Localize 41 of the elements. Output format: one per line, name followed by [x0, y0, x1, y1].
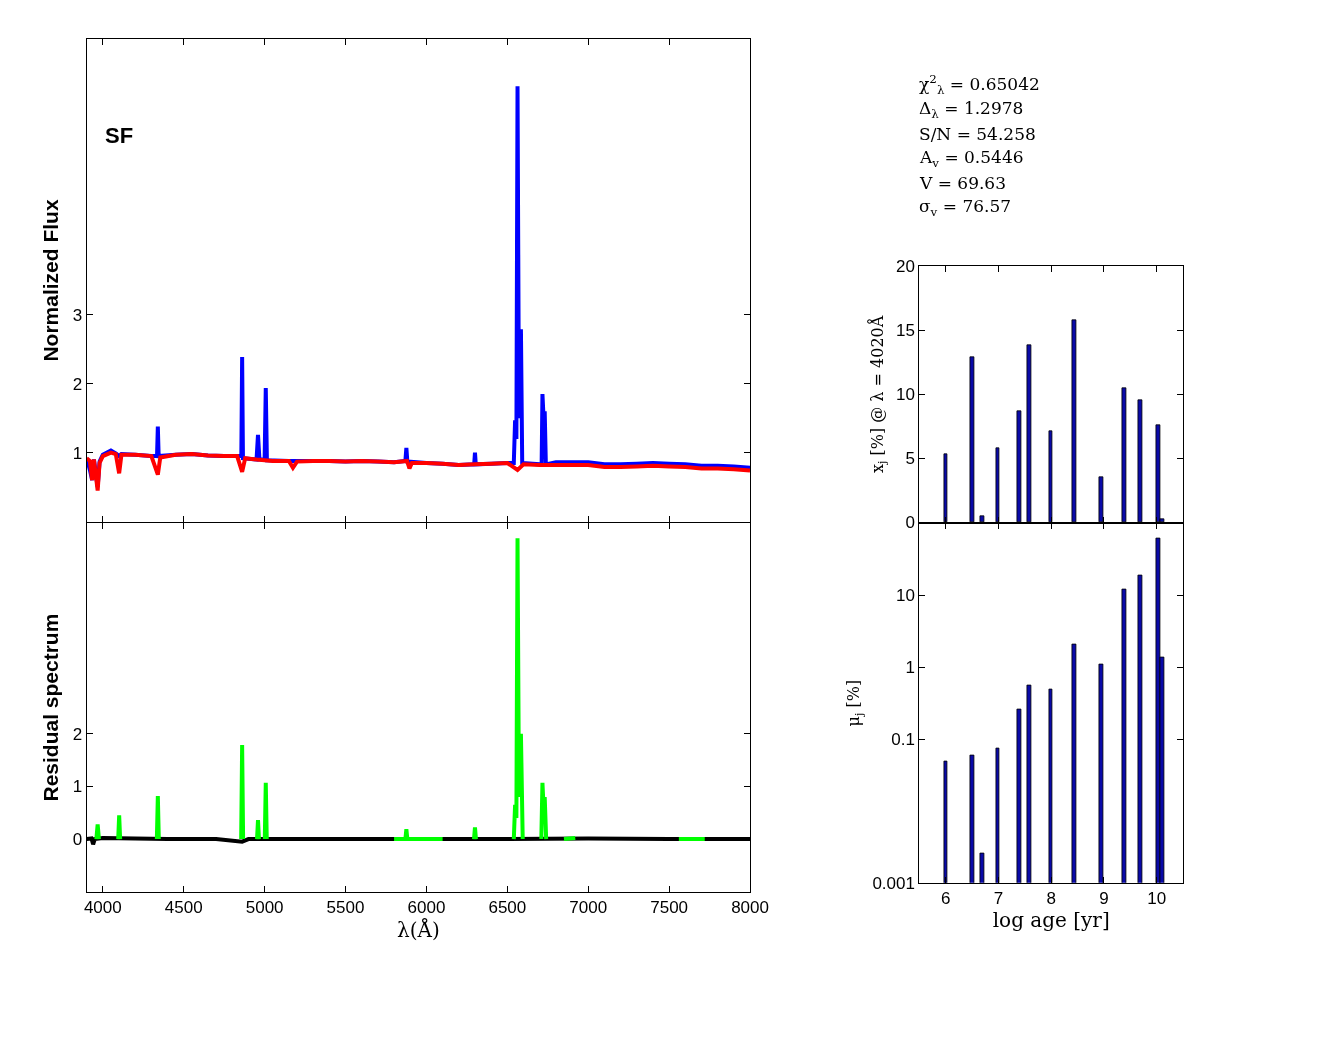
y-tick-label: 0.001: [872, 873, 915, 893]
x-axis-title: λ(Å): [396, 917, 440, 943]
x-tick-label: 6500: [488, 898, 527, 918]
y-tick-label: 1: [72, 777, 83, 797]
text: χ$^{2}$$_{λ}$ = 0.65042: [919, 72, 1040, 97]
x-tick-label: 6: [940, 889, 951, 909]
x-tick-label: 9: [1099, 889, 1109, 909]
y-tick-label: 10: [896, 586, 915, 606]
y-tick-label: 0: [72, 830, 83, 850]
y-tick-label: 5: [905, 449, 915, 469]
y-tick-label: 15: [896, 321, 915, 341]
y-tick-label: 2: [72, 724, 83, 744]
text: V = 69.63: [919, 173, 1006, 193]
x-tick-label: 5500: [326, 898, 365, 918]
y-tick-label: 0.1: [891, 730, 915, 750]
y-tick-label: 20: [896, 257, 915, 277]
x-tick-label: 7000: [569, 898, 608, 918]
x-axis-title: log age [yr]: [992, 908, 1110, 933]
y-tick-label: 0: [905, 513, 915, 533]
x-tick-label: 7500: [650, 898, 689, 918]
y-tick-label: 3: [72, 305, 83, 325]
x-tick-label: 8: [1046, 889, 1056, 909]
annotation: SF: [105, 123, 134, 148]
x-tick-label: 10: [1147, 889, 1167, 909]
text: Δ$_{λ}$ = 1.2978: [919, 98, 1024, 121]
x-tick-label: 4000: [83, 898, 122, 918]
text: S/N = 54.258: [919, 124, 1036, 144]
x-tick-label: 7: [993, 889, 1004, 909]
y-tick-label: 2: [72, 374, 83, 394]
y-axis-title: Normalized Flux: [38, 199, 62, 362]
x-tick-label: 6000: [407, 898, 446, 918]
y-tick-label: 1: [72, 443, 83, 463]
y-tick-label: 10: [896, 385, 915, 405]
x-tick-label: 8000: [731, 898, 769, 918]
y-axis-title: Residual spectrum: [38, 613, 62, 802]
line-series: [86, 450, 751, 493]
x-tick-label: 5000: [245, 898, 284, 918]
x-tick-label: 4500: [164, 898, 203, 918]
text: σ$_{v}$ = 76.57: [919, 196, 1012, 219]
y-tick-label: 1: [905, 658, 915, 678]
text: A$_{v}$ = 0.5446: [919, 147, 1024, 170]
